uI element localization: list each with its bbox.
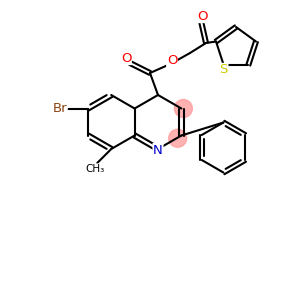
Circle shape [169,129,187,147]
Text: O: O [198,10,208,22]
Text: O: O [121,52,131,64]
Circle shape [174,100,192,118]
Text: N: N [153,143,163,157]
Text: CH₃: CH₃ [85,164,105,174]
Text: Br: Br [52,102,67,115]
Text: O: O [167,53,177,67]
Text: S: S [220,64,228,76]
